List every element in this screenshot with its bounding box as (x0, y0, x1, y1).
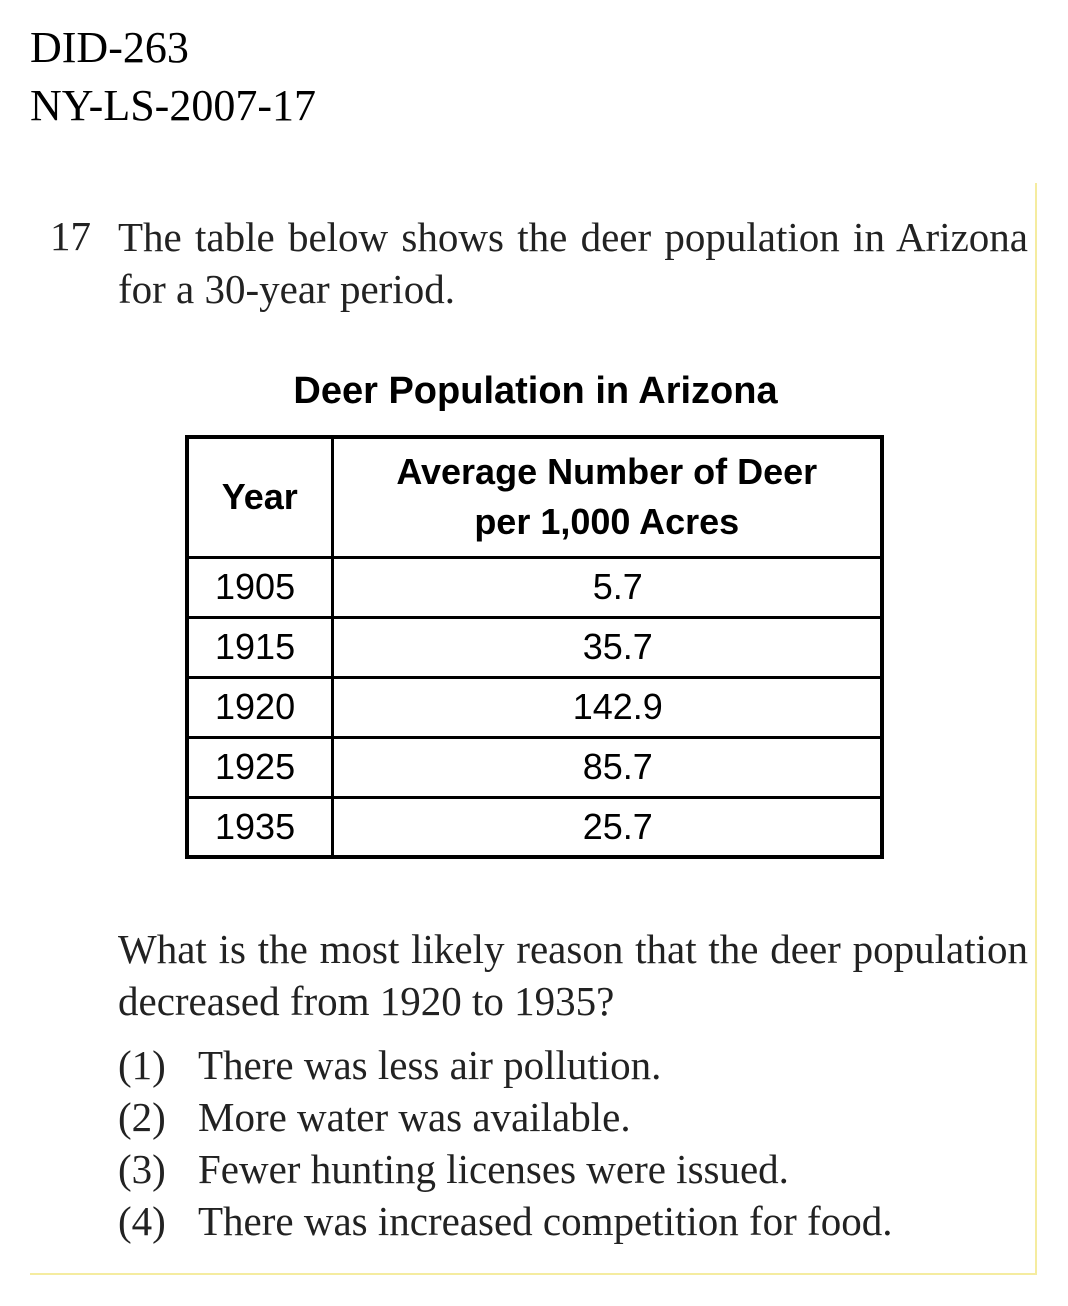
table-title: Deer Population in Arizona (293, 370, 778, 412)
cell-deer-value: 25.7 (330, 795, 884, 859)
question-stem: The table below shows the deer populatio… (118, 214, 1028, 312)
question-panel: 17 The table below shows the deer popula… (30, 183, 1037, 1275)
table-row: 1925 85.7 (185, 735, 884, 799)
cell-year: 1905 (185, 555, 334, 619)
choice-text: More water was available. (198, 1094, 631, 1140)
question-number: 17 (50, 213, 91, 259)
cell-deer-value: 142.9 (330, 675, 884, 739)
choice-number: (3) (118, 1146, 166, 1192)
table-row: 1920 142.9 (185, 675, 884, 739)
cell-year: 1925 (185, 735, 334, 799)
doc-code: NY-LS-2007-17 (30, 81, 316, 130)
answer-choice-2[interactable]: (2) More water was available. (118, 1091, 1028, 1143)
answer-choices: (1) There was less air pollution. (2) Mo… (118, 1039, 1028, 1247)
header-average-deer-line2: per 1,000 Acres (474, 501, 740, 543)
cell-deer-value: 85.7 (330, 735, 884, 799)
table-row: 1905 5.7 (185, 555, 884, 619)
choice-number: (4) (118, 1198, 166, 1244)
choice-number: (2) (118, 1094, 166, 1140)
header-year: Year (185, 435, 334, 559)
choice-text: Fewer hunting licenses were issued. (198, 1146, 789, 1192)
cell-year: 1935 (185, 795, 334, 859)
header-average-deer-line1: Average Number of Deer (396, 451, 818, 493)
table-row: 1915 35.7 (185, 615, 884, 679)
answer-choice-3[interactable]: (3) Fewer hunting licenses were issued. (118, 1143, 1028, 1195)
cell-deer-value: 35.7 (330, 615, 884, 679)
doc-id: DID-263 (30, 23, 189, 72)
choice-text: There was increased competition for food… (198, 1198, 893, 1244)
table-header-row: Year Average Number of Deer per 1,000 Ac… (185, 435, 884, 559)
table-row: 1935 25.7 (185, 795, 884, 859)
answer-choice-4[interactable]: (4) There was increased competition for … (118, 1195, 1028, 1247)
answer-choice-1[interactable]: (1) There was less air pollution. (118, 1039, 1028, 1091)
question-prompt: What is the most likely reason that the … (118, 926, 1028, 1024)
choice-number: (1) (118, 1042, 166, 1088)
cell-year: 1920 (185, 675, 334, 739)
cell-deer-value: 5.7 (330, 555, 884, 619)
cell-year: 1915 (185, 615, 334, 679)
deer-population-table: Year Average Number of Deer per 1,000 Ac… (185, 435, 884, 859)
choice-text: There was less air pollution. (198, 1042, 662, 1088)
header-average-deer: Average Number of Deer per 1,000 Acres (330, 435, 884, 559)
